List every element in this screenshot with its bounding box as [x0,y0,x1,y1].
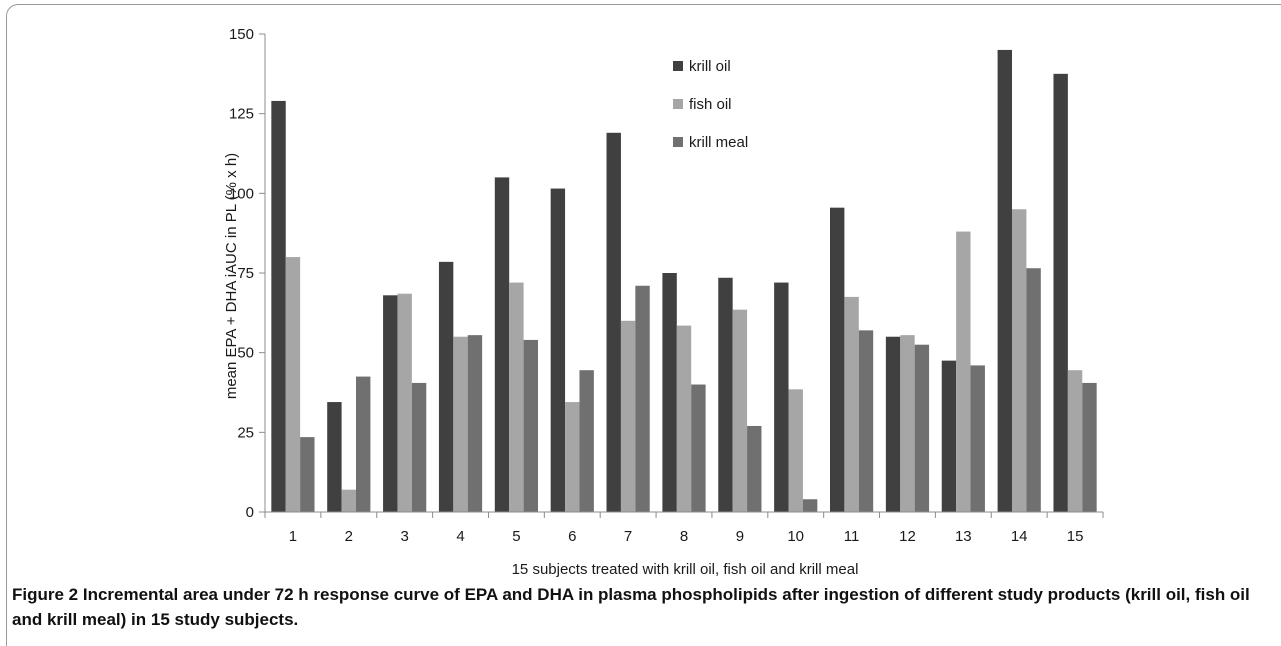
legend-label-krill-oil: krill oil [689,58,731,75]
bar-krill-meal-subject-6 [579,370,594,512]
x-tick-label: 12 [899,528,916,545]
bar-krill-meal-subject-7 [635,285,650,512]
bar-krill-oil-subject-13 [941,360,957,512]
legend-swatch-krill-meal [673,137,683,147]
bar-krill-meal-subject-1 [300,437,315,512]
bar-krill-meal-subject-13 [970,365,985,512]
bar-fish-oil-subject-15 [1067,370,1083,512]
legend-swatch-krill-oil [673,61,683,71]
bar-fish-oil-subject-10 [788,389,803,512]
x-tick-label: 9 [736,528,744,545]
bar-krill-meal-subject-3 [411,382,427,512]
legend-swatch-fish-oil [673,99,683,109]
bar-krill-oil-subject-3 [383,295,398,512]
bar-krill-meal-subject-5 [523,339,538,512]
x-tick-label: 7 [624,528,632,545]
caption-label: Figure 2 [12,585,79,604]
bar-fish-oil-subject-2 [341,489,356,512]
bar-krill-meal-subject-8 [691,384,706,512]
y-tick-label: 0 [246,504,254,521]
bar-fish-oil-subject-7 [620,320,636,512]
bar-krill-oil-subject-5 [494,177,510,512]
y-tick-label: 150 [229,26,254,43]
bar-fish-oil-subject-4 [453,336,468,512]
x-tick-label: 3 [401,528,409,545]
bar-krill-oil-subject-7 [606,132,621,513]
bar-krill-oil-subject-2 [327,402,342,512]
legend: krill oil fish oil krill meal [673,58,748,151]
figure-caption: Figure 2 Incremental area under 72 h res… [12,582,1262,632]
bar-krill-meal-subject-10 [802,499,818,512]
bar-krill-oil-subject-6 [550,188,566,513]
x-tick-label: 10 [787,528,804,545]
bar-krill-oil-subject-14 [997,49,1012,513]
bar-krill-meal-subject-2 [356,376,371,512]
bar-krill-oil-subject-4 [438,261,454,512]
y-tick-label: 125 [229,106,254,123]
legend-label-fish-oil: fish oil [689,96,732,113]
bar-fish-oil-subject-5 [509,282,524,512]
x-tick-label: 13 [955,528,972,545]
x-axis-label: 15 subjects treated with krill oil, fish… [512,561,859,578]
bar-krill-oil-subject-11 [830,207,845,513]
y-axis-label: mean EPA + DHA iAUC in PL (% x h) [223,153,240,399]
x-tick-label: 4 [456,528,464,545]
bar-krill-oil-subject-1 [271,100,286,513]
figure-frame [6,4,1281,646]
x-tick-label: 11 [844,528,860,545]
y-tick-label: 75 [237,265,254,282]
bar-krill-oil-subject-12 [885,336,901,512]
bar-krill-oil-subject-9 [718,277,733,512]
x-tick-label: 14 [1011,528,1028,545]
bar-fish-oil-subject-12 [900,335,915,512]
x-tick-label: 5 [512,528,520,545]
plot-area [271,49,1097,513]
bar-fish-oil-subject-11 [844,296,859,512]
bar-krill-meal-subject-15 [1082,382,1097,512]
x-tick-label: 8 [680,528,688,545]
y-tick-label: 50 [237,345,254,362]
bar-krill-meal-subject-14 [1026,268,1041,512]
bar-fish-oil-subject-9 [732,309,748,512]
x-tick-label: 2 [345,528,353,545]
bar-krill-oil-subject-15 [1053,73,1068,512]
y-tick-label: 25 [237,424,254,441]
caption-text: Incremental area under 72 h response cur… [12,585,1250,629]
bar-krill-oil-subject-8 [662,273,677,512]
bar-fish-oil-subject-6 [565,402,580,512]
bar-krill-meal-subject-9 [747,425,762,512]
bar-krill-meal-subject-12 [914,344,930,512]
x-tick-label: 15 [1067,528,1084,545]
bar-krill-meal-subject-11 [858,330,874,512]
bar-krill-oil-subject-10 [774,282,789,512]
bar-fish-oil-subject-8 [676,325,692,512]
bar-fish-oil-subject-1 [285,257,301,512]
bar-fish-oil-subject-14 [1012,209,1027,512]
bar-fish-oil-subject-13 [956,231,971,512]
legend-label-krill-meal: krill meal [689,134,748,151]
x-tick-label: 6 [568,528,576,545]
y-tick-label: 100 [229,185,254,202]
bar-fish-oil-subject-3 [397,293,412,512]
x-tick-label: 1 [289,528,297,545]
bar-krill-meal-subject-4 [467,335,483,512]
